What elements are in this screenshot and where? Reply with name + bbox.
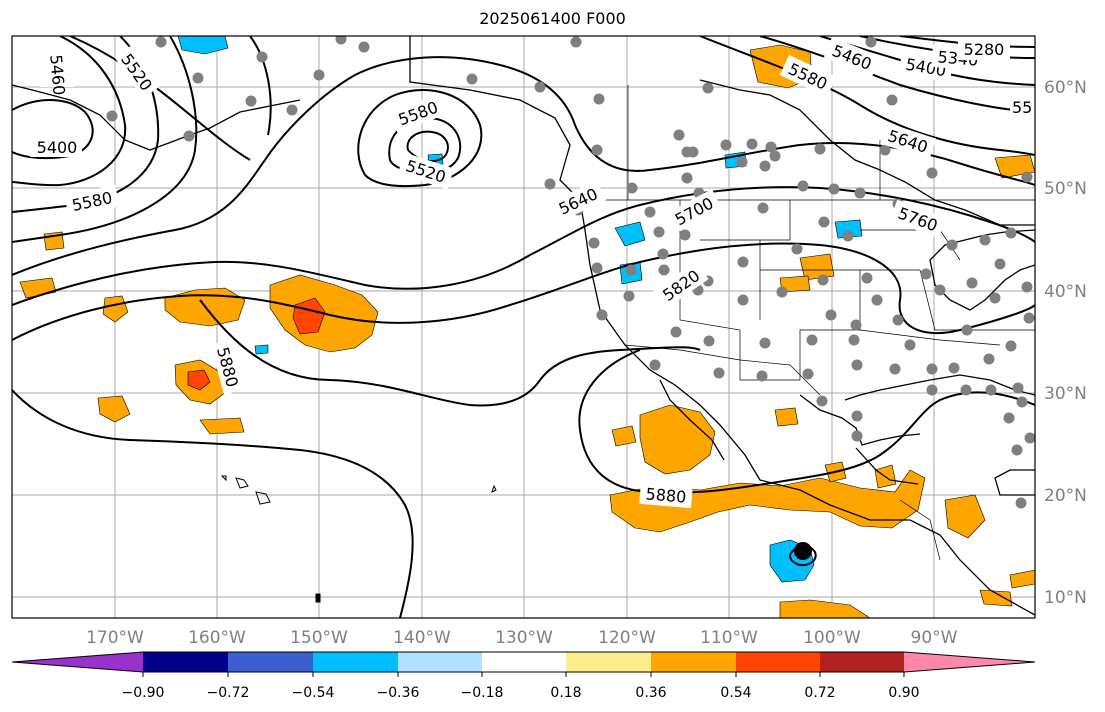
lon-label: 160°W xyxy=(188,628,246,648)
colorbar-tick: 0.54 xyxy=(720,685,751,701)
contour-label: 5880 xyxy=(645,484,687,506)
colorbar-tick: −0.72 xyxy=(207,685,250,701)
lon-label: 130°W xyxy=(495,628,553,648)
colorbar-bin xyxy=(820,652,904,672)
map-frame xyxy=(11,35,1036,619)
colorbar-bin xyxy=(651,652,736,672)
lon-label: 170°W xyxy=(86,628,144,648)
lon-label: 150°W xyxy=(290,628,348,648)
lon-label: 120°W xyxy=(598,628,656,648)
contour-label: 55 xyxy=(1012,98,1032,117)
colorbar-tick: 0.18 xyxy=(550,685,581,701)
lat-label: 60°N xyxy=(1044,78,1087,98)
colorbar-tick: 0.72 xyxy=(804,685,835,701)
contour-label: 5280 xyxy=(964,40,1005,59)
colorbar-bin xyxy=(736,652,820,672)
islands xyxy=(220,475,497,603)
colorbar-extend-low xyxy=(12,652,143,672)
map-title: 2025061400 F000 xyxy=(479,9,626,28)
colorbar-tick: 0.36 xyxy=(635,685,666,701)
colorbar-bin xyxy=(398,652,482,672)
station-markers xyxy=(106,36,1035,509)
colorbar-tick: 0.90 xyxy=(888,685,919,701)
lon-label: 90°W xyxy=(911,628,958,648)
longitude-labels: 170°W 160°W 150°W 140°W 130°W 120°W 110°… xyxy=(86,628,958,648)
lon-label: 140°W xyxy=(393,628,451,648)
colorbar-bin xyxy=(566,652,651,672)
graticule xyxy=(12,36,1035,618)
colorbar-bin xyxy=(482,652,566,672)
contour-minimum-marker xyxy=(794,542,812,560)
colorbar: −0.90 −0.72 −0.54 −0.36 −0.18 0.18 0.36 … xyxy=(11,651,1036,701)
colorbar-tick: −0.36 xyxy=(377,685,420,701)
lon-label: 100°W xyxy=(803,628,861,648)
lat-label: 30°N xyxy=(1044,384,1087,404)
contour-label: 5400 xyxy=(37,138,78,157)
colorbar-tick: −0.18 xyxy=(461,685,504,701)
colorbar-tick: −0.54 xyxy=(292,685,335,701)
lat-label: 50°N xyxy=(1044,179,1087,199)
lat-label: 10°N xyxy=(1044,588,1087,608)
colorbar-extend-high xyxy=(904,652,1035,672)
lat-label: 20°N xyxy=(1044,486,1087,506)
colorbar-bin xyxy=(228,652,313,672)
lat-label: 40°N xyxy=(1044,282,1087,302)
colorbar-tick: −0.90 xyxy=(122,685,165,701)
colorbar-bin xyxy=(313,652,398,672)
contour-label: 5460 xyxy=(46,54,68,96)
lon-label: 110°W xyxy=(700,628,758,648)
coastlines xyxy=(12,36,1035,616)
colorbar-bin xyxy=(143,652,228,672)
latitude-labels: 60°N 50°N 40°N 30°N 20°N 10°N xyxy=(1044,78,1087,608)
